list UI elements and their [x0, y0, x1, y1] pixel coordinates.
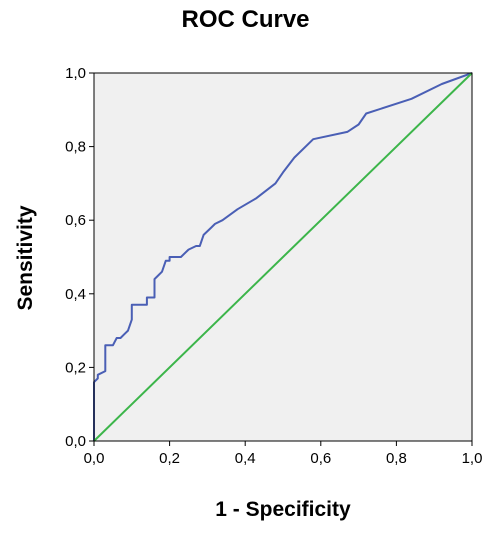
y-tick-label: 0,6 [65, 212, 86, 229]
plot-frame [93, 72, 473, 442]
reference-line [93, 72, 473, 442]
x-tick-label: 0,0 [84, 450, 105, 467]
x-tick-label: 1,0 [462, 450, 483, 467]
y-tick-label: 0,4 [65, 286, 86, 303]
x-tick-label: 0,4 [235, 450, 256, 467]
chart-title: ROC Curve [181, 6, 310, 33]
y-tick-label: 0,2 [65, 359, 86, 376]
x-tick-label: 0,8 [386, 450, 407, 467]
y-tick-label: 1,0 [65, 65, 86, 82]
x-tick-label: 0,6 [310, 450, 331, 467]
y-tick-label: 0,0 [65, 433, 86, 450]
roc-curve-line [93, 72, 473, 441]
y-tick-label: 0,8 [65, 139, 86, 156]
x-axis-label: 1 - Specificity [215, 498, 351, 521]
x-tick-label: 0,2 [159, 450, 180, 467]
